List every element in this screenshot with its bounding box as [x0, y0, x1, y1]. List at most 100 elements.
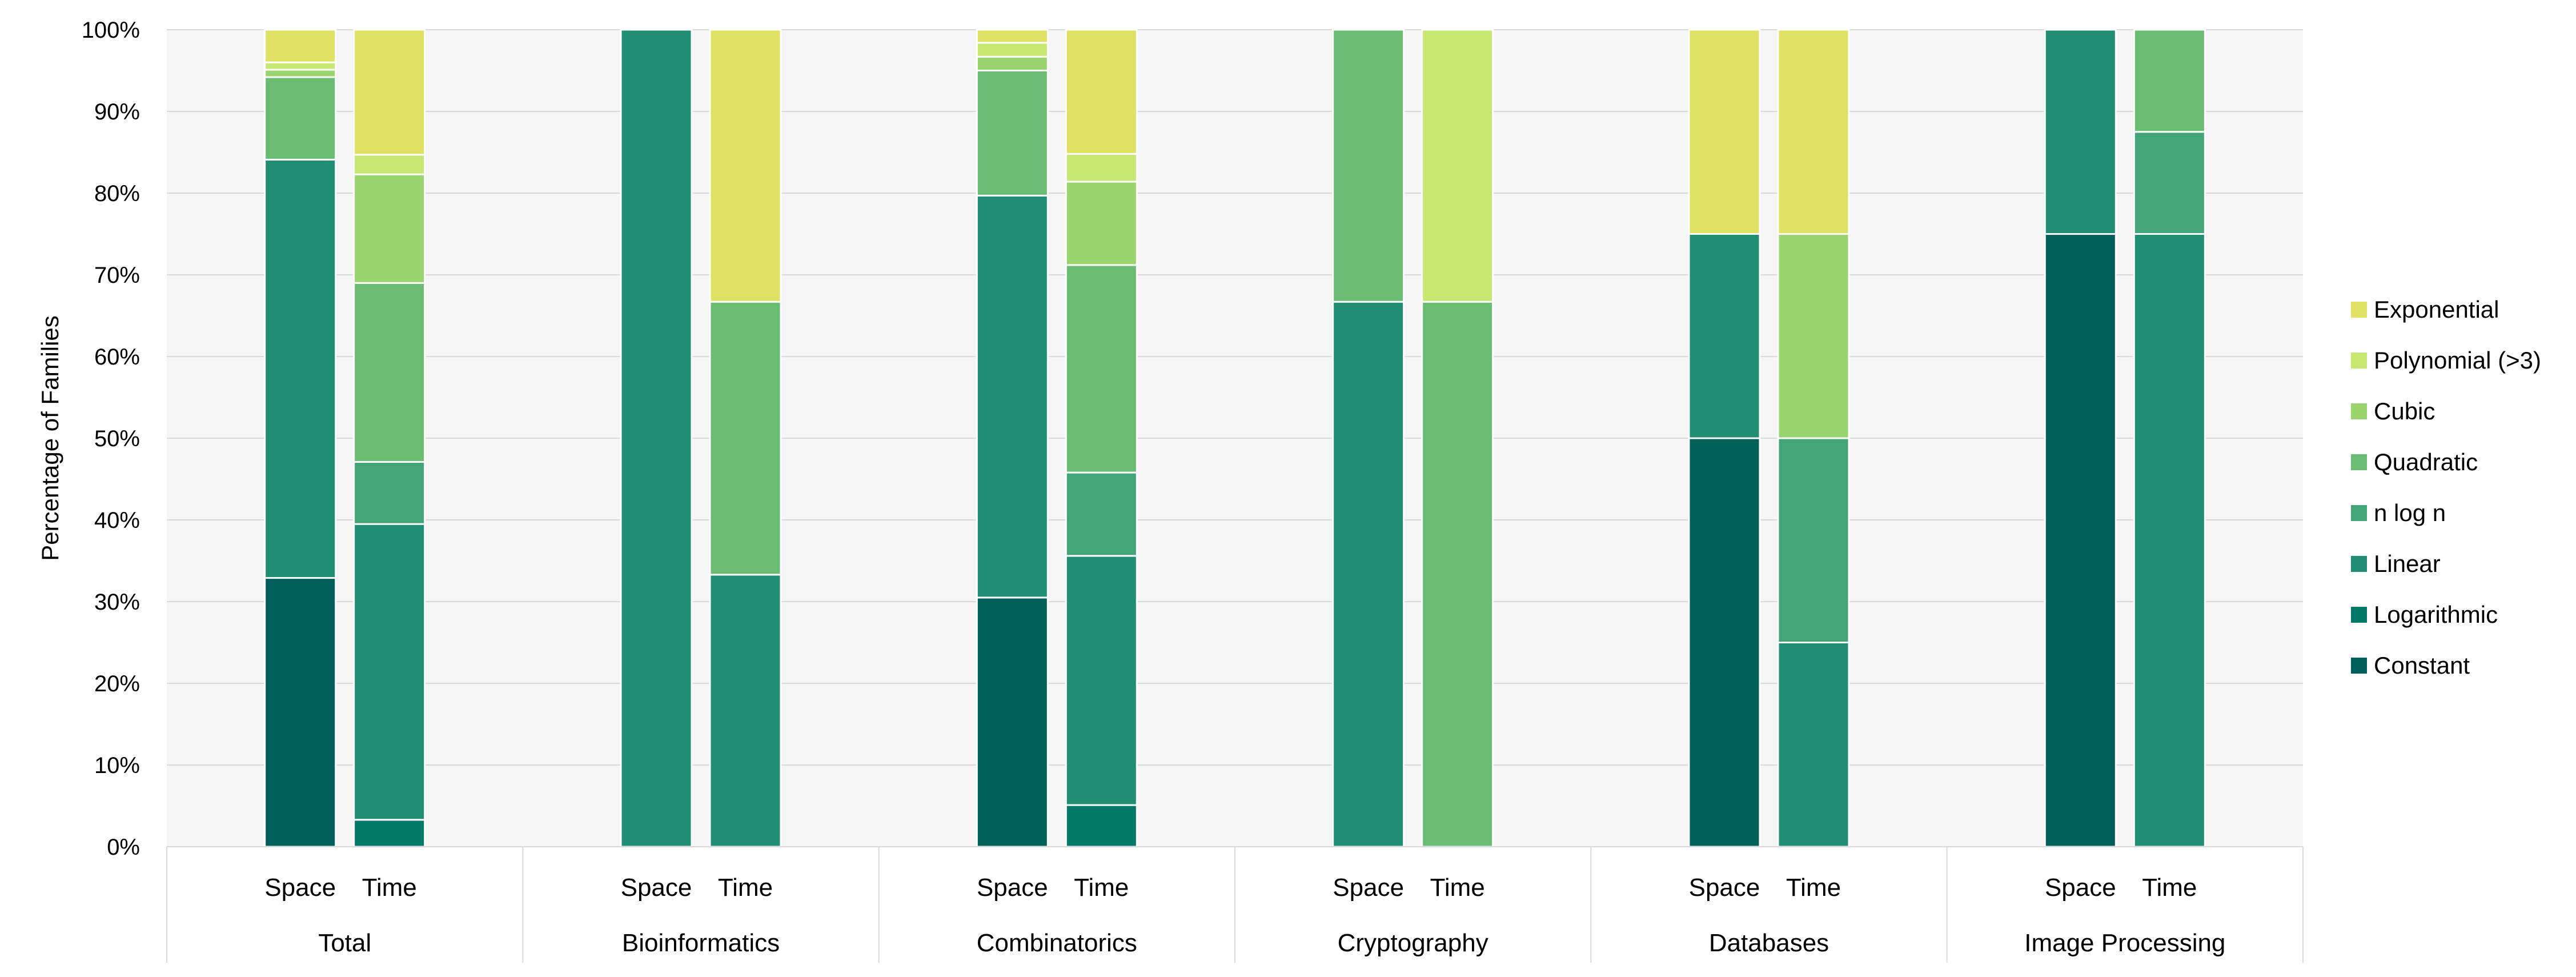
bar-segment	[1332, 29, 1405, 303]
bar-segment	[1421, 29, 1494, 303]
bar-segment	[976, 596, 1049, 848]
legend-swatch	[2351, 607, 2367, 623]
subcategory-label: Space	[977, 874, 1048, 902]
bar-segment	[353, 173, 426, 284]
y-axis-ticks: 0% 10% 20% 30% 40% 50% 60% 70% 80% 90% 100%	[82, 18, 140, 860]
bar-segment	[264, 76, 337, 161]
bars	[264, 29, 2206, 848]
legend-swatch	[2351, 302, 2367, 318]
bar-segment	[2133, 131, 2206, 235]
legend-swatch	[2351, 403, 2367, 419]
bar-segment	[1777, 29, 1850, 235]
bar-segment	[709, 29, 782, 303]
y-tick-label: 20%	[94, 671, 140, 696]
bar-segment	[1065, 153, 1138, 183]
bar-segment	[1688, 233, 1761, 439]
bar-segment	[1777, 437, 1850, 643]
bar-segment	[620, 29, 693, 848]
legend-label: Quadratic	[2374, 449, 2478, 475]
group-label: Combinatorics	[977, 929, 1137, 957]
y-tick-label: 70%	[94, 263, 140, 288]
bar-segment	[1777, 642, 1850, 848]
legend-swatch	[2351, 353, 2367, 369]
x-axis-labels: Space Time Total Space Time Bioinformatics Spa…	[264, 874, 2225, 957]
subcategory-label: Time	[1430, 874, 1485, 902]
y-tick-label: 50%	[94, 426, 140, 451]
x-axis-frame	[166, 846, 2304, 963]
legend-label: Logarithmic	[2374, 601, 2498, 628]
bar-segment	[353, 282, 426, 463]
bar-segment	[1065, 555, 1138, 806]
bar-segment	[1688, 29, 1761, 235]
group-label: Image Processing	[2024, 929, 2225, 957]
subcategory-label: Time	[1786, 874, 1841, 902]
bar-segment	[1065, 181, 1138, 266]
bar-segment	[264, 158, 337, 579]
bar-segment	[1065, 471, 1138, 557]
bar-segment	[2133, 29, 2206, 133]
bar-segment	[264, 69, 337, 78]
subcategory-label: Space	[2045, 874, 2116, 902]
legend-swatch	[2351, 658, 2367, 674]
bar-segment	[2044, 29, 2117, 235]
subcategory-label: Time	[362, 874, 417, 902]
subcategory-label: Space	[264, 874, 336, 902]
subcategory-label: Space	[621, 874, 692, 902]
legend-swatch	[2351, 454, 2367, 470]
y-tick-label: 80%	[94, 181, 140, 206]
legend-label: Exponential	[2374, 296, 2499, 323]
bar-segment	[353, 461, 426, 525]
bar-segment	[1332, 301, 1405, 848]
legend-label: Polynomial (>3)	[2374, 347, 2541, 374]
bar-segment	[264, 577, 337, 848]
bar-segment	[2044, 233, 2117, 848]
group-label: Cryptography	[1338, 929, 1488, 957]
y-tick-label: 100%	[82, 18, 140, 43]
bar-segment	[976, 194, 1049, 599]
bar-segment	[976, 70, 1049, 197]
subcategory-label: Space	[1689, 874, 1760, 902]
y-axis-title: Percentage of Families	[37, 315, 63, 561]
bar-segment	[1065, 804, 1138, 848]
legend-swatch	[2351, 556, 2367, 572]
bar-segment	[709, 574, 782, 848]
bar-segment	[264, 29, 337, 63]
bar-segment	[1777, 233, 1850, 439]
subcategory-label: Time	[2142, 874, 2197, 902]
legend-swatch	[2351, 505, 2367, 521]
bar-segment	[1421, 301, 1494, 848]
bar-segment	[1688, 437, 1761, 848]
y-tick-label: 60%	[94, 345, 140, 370]
legend-label: Constant	[2374, 652, 2470, 679]
bar-segment	[709, 301, 782, 576]
legend-label: Linear	[2374, 550, 2441, 577]
subcategory-label: Time	[1074, 874, 1129, 902]
bar-segment	[976, 29, 1049, 44]
bar-segment	[2133, 233, 2206, 848]
gridlines	[167, 29, 2303, 847]
bar-segment	[353, 154, 426, 175]
group-label: Databases	[1709, 929, 1829, 957]
legend: Exponential Polynomial (>3) Cubic Quadratic…	[2351, 296, 2541, 679]
y-tick-label: 30%	[94, 590, 140, 615]
bar-segment	[1065, 264, 1138, 474]
bar-segment	[976, 55, 1049, 72]
y-tick-label: 90%	[94, 99, 140, 125]
bar-segment	[353, 29, 426, 156]
subcategory-label: Space	[1333, 874, 1404, 902]
bar-segment	[353, 819, 426, 848]
bar-segment	[264, 61, 337, 71]
bar-segment	[1065, 29, 1138, 155]
y-tick-label: 40%	[94, 508, 140, 533]
y-tick-label: 0%	[107, 835, 140, 860]
subcategory-label: Time	[718, 874, 773, 902]
legend-label: n log n	[2374, 499, 2446, 526]
legend-label: Cubic	[2374, 398, 2435, 425]
bar-segment	[353, 523, 426, 821]
group-label: Bioinformatics	[622, 929, 780, 957]
y-tick-label: 10%	[94, 753, 140, 778]
bar-segment	[976, 42, 1049, 58]
group-label: Total	[318, 929, 371, 957]
